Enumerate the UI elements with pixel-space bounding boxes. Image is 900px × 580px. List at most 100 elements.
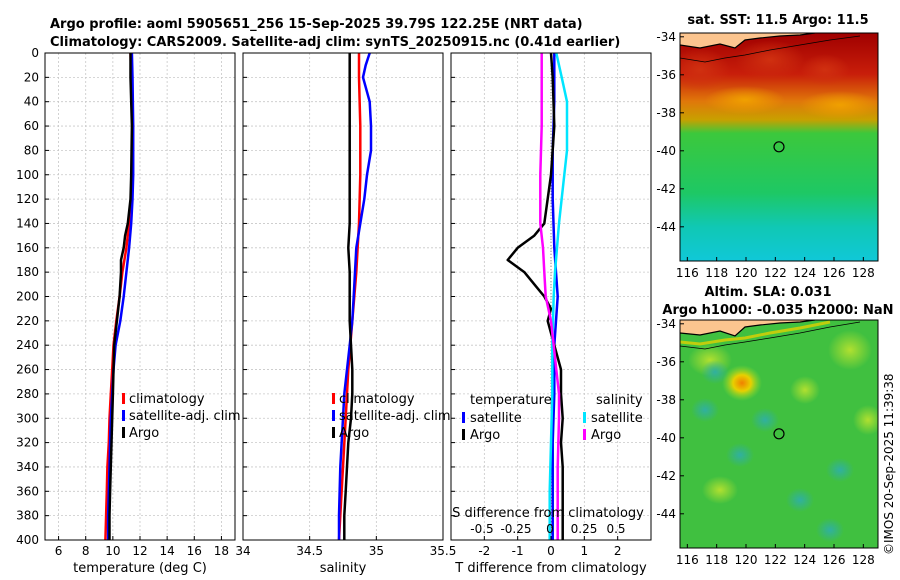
legend-swatch — [462, 412, 465, 423]
sla-map — [679, 319, 879, 549]
legend-label: satellite-adj. clim — [339, 409, 451, 424]
series-line-salinity-argo — [539, 53, 561, 540]
x-tick-label: -2 — [478, 544, 490, 558]
figure-title-line2: Climatology: CARS2009. Satellite-adj cli… — [50, 35, 620, 50]
y-tick-label: 160 — [16, 241, 39, 255]
legend-swatch — [332, 393, 335, 404]
sst-front — [800, 91, 878, 119]
sla-anomaly-low — [691, 398, 719, 422]
x-tick-label: 14 — [160, 544, 175, 558]
sla-argo-location-marker — [773, 428, 785, 440]
sla-map-title-line2: Argo h1000: -0.035 h2000: NaN — [662, 303, 893, 318]
legend-swatch — [332, 410, 335, 421]
series-line-salinity-satellite — [548, 52, 569, 540]
x2-tick-label: -0.25 — [500, 522, 531, 536]
map-x-tick-label: 116 — [676, 266, 699, 280]
map-y-tick-label: -40 — [656, 431, 676, 445]
y-tick-label: 80 — [24, 143, 39, 157]
sla-anomaly-high — [828, 330, 872, 370]
map-y-tick-label: -44 — [656, 220, 676, 234]
y-tick-label: 320 — [16, 436, 39, 450]
legend-group-title: temperature — [470, 393, 552, 408]
y-tick-label: 20 — [24, 70, 39, 84]
map-y-tick-label: -38 — [656, 106, 676, 120]
sst-land-mask — [680, 33, 815, 48]
x-tick-label: 18 — [214, 544, 229, 558]
sla-anomaly-high — [702, 476, 738, 504]
x-axis-label: salinity — [320, 561, 367, 576]
sst-warm-core — [735, 40, 805, 80]
y-tick-label: 380 — [16, 509, 39, 523]
map-y-tick-label: -36 — [656, 68, 676, 82]
sst-warm-core — [800, 54, 850, 86]
sla-depth-contour — [680, 321, 861, 350]
legend-swatch — [583, 429, 586, 440]
x-axis-label: temperature (deg C) — [73, 561, 207, 576]
x-tick-label: 1 — [581, 544, 589, 558]
map-x-tick-label: 122 — [764, 266, 787, 280]
y-tick-label: 0 — [31, 46, 39, 60]
legend-label: Argo — [470, 428, 500, 443]
y-tick-label: 240 — [16, 338, 39, 352]
legend-swatch — [122, 427, 125, 438]
sla-anomaly-low — [701, 360, 729, 384]
y-tick-label: 360 — [16, 484, 39, 498]
sla-map-title-line1: Altim. SLA: 0.031 — [705, 285, 832, 300]
map-x-tick-label: 120 — [735, 266, 758, 280]
legend-swatch — [462, 429, 465, 440]
sst-map-frame — [679, 32, 879, 262]
series-line-satellite-adj-clim — [337, 52, 373, 540]
y-tick-label: 60 — [24, 119, 39, 133]
legend-label: climatology — [339, 392, 415, 407]
map-y-tick-label: -36 — [656, 355, 676, 369]
y-tick-label: 40 — [24, 95, 39, 109]
map-y-tick-label: -44 — [656, 507, 676, 521]
x2-tick-label: -0.5 — [470, 522, 493, 536]
legend-label: satellite — [470, 411, 522, 426]
sst-map-title: sat. SST: 11.5 Argo: 11.5 — [687, 13, 868, 28]
map-x-tick-label: 116 — [676, 553, 699, 567]
x-tick-label: 6 — [55, 544, 63, 558]
map-x-tick-label: 124 — [793, 266, 816, 280]
y-tick-label: 180 — [16, 265, 39, 279]
legend-label: Argo — [339, 426, 369, 441]
map-x-tick-label: 126 — [823, 553, 846, 567]
temperature-panel: 0 20 40 60 80 100 120 140 160 180 200 220 240 260 280 3… — [16, 46, 241, 576]
x-tick-label: 16 — [187, 544, 202, 558]
x-tick-label: 35 — [369, 544, 384, 558]
salinity-panel: 34 34.5 35 35.5 salinity climatology satellite… — [235, 52, 456, 576]
sla-anomaly-high — [790, 376, 820, 404]
x-tick-label: -1 — [512, 544, 524, 558]
legend-label: Argo — [591, 428, 621, 443]
y-tick-label: 220 — [16, 314, 39, 328]
map-x-tick-label: 122 — [764, 553, 787, 567]
map-y-tick-label: -40 — [656, 144, 676, 158]
x2-tick-label: 0.25 — [571, 522, 598, 536]
map-x-tick-label: 128 — [852, 553, 875, 567]
map-x-tick-label: 118 — [705, 553, 728, 567]
sla-map-frame — [679, 319, 879, 549]
sla-coastline — [680, 320, 816, 337]
y-tick-label: 140 — [16, 216, 39, 230]
sla-map-axes: 116 118 120 122 124 126 128 -34 -36 -38 -40 -42 -44 — [656, 317, 874, 567]
x2-tick-label: 0 — [546, 522, 554, 536]
x-tick-label: 2 — [614, 544, 622, 558]
y-tick-label: 200 — [16, 290, 39, 304]
difference-panel: -2 -1 0 1 2 T difference from climatology temp… — [450, 52, 652, 576]
sla-anomaly-high — [722, 365, 762, 401]
map-x-tick-label: 118 — [705, 266, 728, 280]
map-y-tick-label: -42 — [656, 182, 676, 196]
map-x-tick-label: 124 — [793, 553, 816, 567]
legend-swatch — [583, 412, 586, 423]
sst-front — [705, 86, 785, 114]
sla-anomaly-low — [726, 443, 754, 467]
sst-warm-core — [680, 48, 730, 92]
sst-coastline — [680, 33, 816, 49]
series-line-argo — [343, 53, 354, 540]
x-tick-label: 8 — [82, 544, 90, 558]
legend-label: Argo — [129, 426, 159, 441]
sla-anomaly-low — [816, 518, 844, 542]
y-tick-label: 300 — [16, 411, 39, 425]
sst-map-axes: 116 118 120 122 124 126 128 -34 -36 -38 -40 -42 -44 — [656, 30, 874, 280]
